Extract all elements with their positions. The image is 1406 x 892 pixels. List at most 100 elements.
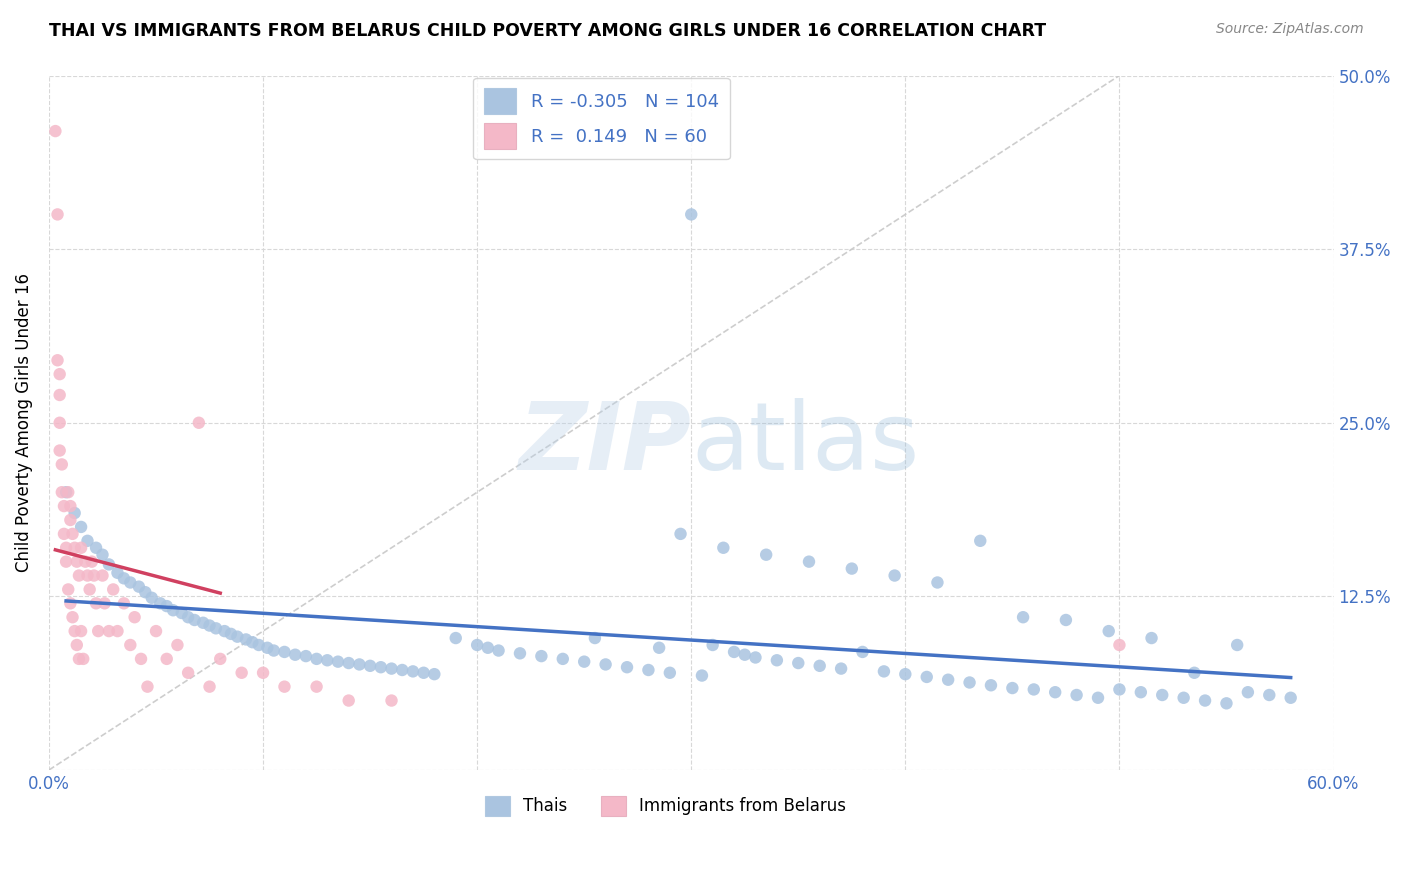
Point	[66, 555, 89, 569]
Text: atlas: atlas	[692, 398, 920, 490]
Point	[76, 533, 98, 548]
Point	[959, 675, 981, 690]
Point	[1226, 638, 1249, 652]
Point	[1182, 665, 1205, 680]
Point	[219, 627, 242, 641]
Point	[107, 566, 129, 580]
Legend: Thais, Immigrants from Belarus: Thais, Immigrants from Belarus	[477, 787, 855, 824]
Point	[79, 582, 101, 597]
Point	[380, 693, 402, 707]
Point	[927, 575, 949, 590]
Point	[936, 673, 959, 687]
Point	[295, 649, 318, 664]
Point	[1215, 696, 1237, 710]
Text: THAI VS IMMIGRANTS FROM BELARUS CHILD POVERTY AMONG GIRLS UNDER 16 CORRELATION C: THAI VS IMMIGRANTS FROM BELARUS CHILD PO…	[49, 22, 1046, 40]
Point	[980, 678, 1002, 692]
Point	[63, 624, 86, 639]
Point	[51, 458, 73, 472]
Point	[273, 645, 295, 659]
Point	[120, 575, 142, 590]
Point	[70, 541, 93, 555]
Point	[391, 663, 413, 677]
Point	[841, 561, 863, 575]
Point	[1194, 693, 1216, 707]
Point	[1012, 610, 1035, 624]
Point	[873, 665, 896, 679]
Point	[370, 660, 392, 674]
Point	[136, 680, 159, 694]
Point	[84, 596, 107, 610]
Point	[690, 668, 713, 682]
Point	[177, 665, 200, 680]
Point	[48, 388, 70, 402]
Point	[75, 555, 97, 569]
Point	[52, 499, 75, 513]
Point	[359, 658, 381, 673]
Point	[273, 680, 295, 694]
Point	[67, 652, 90, 666]
Point	[797, 555, 820, 569]
Point	[52, 527, 75, 541]
Point	[380, 662, 402, 676]
Point	[305, 652, 328, 666]
Point	[734, 648, 756, 662]
Point	[412, 665, 434, 680]
Point	[658, 665, 681, 680]
Point	[166, 638, 188, 652]
Point	[70, 624, 93, 639]
Point	[84, 541, 107, 555]
Point	[669, 527, 692, 541]
Point	[48, 416, 70, 430]
Point	[894, 667, 917, 681]
Point	[1140, 631, 1163, 645]
Point	[48, 367, 70, 381]
Point	[1129, 685, 1152, 699]
Point	[46, 207, 69, 221]
Point	[170, 606, 193, 620]
Point	[830, 662, 852, 676]
Point	[120, 638, 142, 652]
Point	[595, 657, 617, 672]
Point	[915, 670, 938, 684]
Point	[711, 541, 734, 555]
Text: Source: ZipAtlas.com: Source: ZipAtlas.com	[1216, 22, 1364, 37]
Point	[702, 638, 724, 652]
Point	[488, 643, 510, 657]
Point	[1098, 624, 1121, 639]
Point	[252, 665, 274, 680]
Point	[149, 596, 172, 610]
Point	[509, 646, 531, 660]
Point	[198, 680, 221, 694]
Point	[58, 582, 80, 597]
Point	[205, 621, 228, 635]
Point	[349, 657, 371, 672]
Point	[55, 485, 77, 500]
Point	[423, 667, 446, 681]
Point	[256, 640, 278, 655]
Point	[883, 568, 905, 582]
Point	[744, 650, 766, 665]
Point	[63, 506, 86, 520]
Point	[51, 485, 73, 500]
Point	[58, 485, 80, 500]
Point	[70, 520, 93, 534]
Point	[1108, 682, 1130, 697]
Point	[55, 555, 77, 569]
Point	[1173, 690, 1195, 705]
Point	[240, 635, 263, 649]
Point	[156, 652, 179, 666]
Point	[574, 655, 596, 669]
Point	[59, 596, 82, 610]
Point	[183, 613, 205, 627]
Point	[787, 656, 810, 670]
Point	[59, 513, 82, 527]
Point	[1279, 690, 1302, 705]
Point	[284, 648, 307, 662]
Point	[681, 207, 703, 221]
Point	[263, 643, 285, 657]
Point	[477, 640, 499, 655]
Point	[1001, 681, 1024, 695]
Point	[1066, 688, 1088, 702]
Point	[1108, 638, 1130, 652]
Point	[1087, 690, 1109, 705]
